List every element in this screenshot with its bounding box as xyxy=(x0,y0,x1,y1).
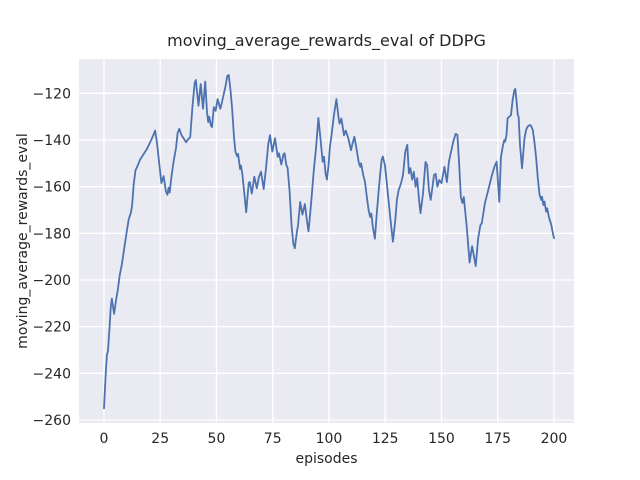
x-tick-label: 50 xyxy=(208,431,226,447)
x-tick-label: 0 xyxy=(100,431,109,447)
x-tick-label: 150 xyxy=(428,431,455,447)
y-axis-label: moving_average_rewards_eval xyxy=(15,133,31,349)
y-tick-label: −140 xyxy=(33,133,71,149)
x-axis-label: episodes xyxy=(295,451,358,467)
x-tick-label: 125 xyxy=(372,431,399,447)
y-tick-label: −240 xyxy=(33,366,71,382)
y-tick-label: −120 xyxy=(33,86,71,102)
y-tick-label: −220 xyxy=(33,320,71,336)
y-tick-label: −200 xyxy=(33,273,71,289)
x-tick-label: 200 xyxy=(541,431,568,447)
x-tick-label: 175 xyxy=(484,431,511,447)
axes-background xyxy=(79,59,574,423)
x-tick-label: 100 xyxy=(316,431,343,447)
x-tick-label: 75 xyxy=(264,431,282,447)
y-tick-label: −180 xyxy=(33,226,71,242)
y-tick-label: −260 xyxy=(33,413,71,429)
x-tick-label: 25 xyxy=(151,431,169,447)
y-tick-label: −160 xyxy=(33,180,71,196)
data-line xyxy=(103,74,555,410)
chart-title: moving_average_rewards_eval of DDPG xyxy=(167,31,486,50)
